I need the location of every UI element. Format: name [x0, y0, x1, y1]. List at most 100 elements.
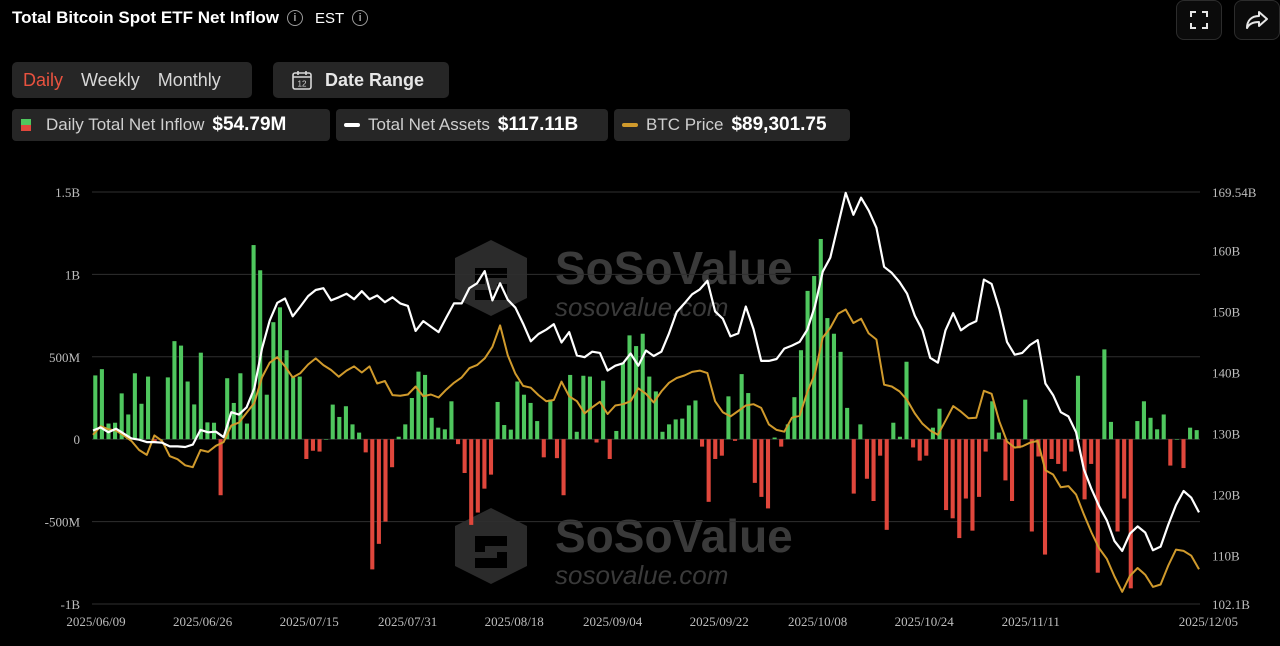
- inflow-bar: [528, 402, 533, 440]
- line-legend-marker-icon: [622, 123, 638, 127]
- inflow-bar: [1122, 439, 1127, 499]
- inflow-bar: [317, 439, 322, 452]
- y-tick-label: 1.5B: [55, 185, 80, 200]
- inflow-bar: [996, 432, 1001, 440]
- inflow-bar: [970, 439, 975, 531]
- inflow-bar: [640, 333, 645, 440]
- share-button[interactable]: [1234, 0, 1280, 40]
- line-legend-marker-icon: [344, 123, 360, 127]
- inflow-bar: [548, 399, 553, 440]
- y2-tick-label: 160B: [1212, 243, 1241, 258]
- y2-tick-label: 130B: [1212, 427, 1241, 442]
- y2-tick-label: 110B: [1212, 549, 1240, 564]
- inflow-bar: [469, 439, 474, 525]
- inflow-bar: [488, 439, 494, 475]
- inflow-bar: [871, 439, 876, 501]
- inflow-bar: [1168, 439, 1173, 466]
- inflow-bar: [779, 439, 784, 447]
- inflow-bar: [930, 427, 935, 440]
- inflow-bar: [963, 439, 968, 499]
- inflow-bar: [937, 408, 942, 440]
- tab-daily[interactable]: Daily: [23, 69, 64, 90]
- chart-title: Total Bitcoin Spot ETF Net Inflow: [12, 8, 279, 27]
- timezone-label: EST: [314, 9, 345, 27]
- inflow-bar: [119, 393, 124, 440]
- inflow-bar: [858, 424, 863, 440]
- inflow-bar: [508, 429, 513, 440]
- inflow-bar: [475, 439, 480, 513]
- x-tick-label: 2025/12/05: [1179, 614, 1238, 629]
- inflow-bar: [515, 381, 520, 440]
- inflow-bar: [132, 373, 137, 440]
- inflow-bar: [884, 439, 889, 530]
- inflow-bar: [449, 401, 454, 440]
- inflow-bar: [231, 402, 236, 440]
- inflow-bar: [818, 238, 823, 440]
- inflow-bar: [423, 374, 428, 440]
- watermark-url: sosovalue.com: [555, 560, 728, 590]
- inflow-bar: [482, 439, 487, 489]
- fullscreen-button[interactable]: [1176, 0, 1222, 40]
- inflow-bar: [686, 405, 691, 440]
- inflow-bar: [284, 350, 289, 440]
- inflow-bar: [924, 439, 929, 456]
- y2-tick-label: 150B: [1212, 304, 1241, 319]
- inflow-bar: [1161, 414, 1166, 440]
- calendar-icon: 12: [292, 71, 312, 90]
- inflow-bar: [1194, 430, 1199, 440]
- x-tick-label: 2025/07/31: [378, 614, 437, 629]
- x-tick-label: 2025/09/04: [583, 614, 643, 629]
- inflow-bar: [957, 439, 962, 539]
- info-icon[interactable]: i: [286, 10, 303, 26]
- inflow-bar: [660, 431, 665, 440]
- watermark-group: SoSoValuesosovalue.comSoSoValuesosovalue…: [455, 240, 793, 590]
- inflow-bar: [706, 439, 711, 502]
- inflow-bar: [198, 352, 203, 440]
- tab-monthly[interactable]: Monthly: [157, 69, 221, 90]
- inflow-bar: [178, 345, 184, 440]
- inflow-bar: [409, 398, 414, 440]
- date-range-button[interactable]: 12 Date Range: [273, 62, 449, 98]
- inflow-bar: [403, 424, 408, 440]
- inflow-bar: [521, 394, 527, 440]
- inflow-bar: [838, 351, 843, 440]
- legend-net-inflow[interactable]: Daily Total Net Inflow $54.79M: [12, 109, 330, 141]
- inflow-bar: [607, 439, 612, 459]
- inflow-bar: [594, 439, 599, 443]
- inflow-bar: [185, 381, 190, 440]
- inflow-bar: [324, 439, 329, 440]
- legend-total-net-assets[interactable]: Total Net Assets $117.11B: [336, 109, 608, 141]
- tab-weekly[interactable]: Weekly: [81, 69, 140, 90]
- inflow-bar: [627, 335, 632, 440]
- inflow-bar: [977, 439, 982, 497]
- timezone-info-icon[interactable]: i: [352, 10, 369, 26]
- inflow-bar: [647, 376, 652, 440]
- inflow-bar: [376, 439, 381, 544]
- inflow-bar: [218, 439, 223, 496]
- inflow-bar: [436, 427, 441, 440]
- watermark-hex-mark: [475, 268, 507, 300]
- inflow-bar: [693, 400, 698, 440]
- legend-btc-price[interactable]: BTC Price $89,301.75: [614, 109, 850, 141]
- legend-name: Daily Total Net Inflow: [46, 115, 205, 134]
- inflow-bar: [238, 373, 243, 440]
- y2-tick-label: 102.1B: [1212, 597, 1250, 612]
- inflow-bar: [812, 276, 817, 440]
- inflow-bar: [561, 439, 566, 496]
- watermark-logo-icon: [455, 240, 527, 316]
- inflow-bar: [1128, 439, 1133, 589]
- inflow-bar: [535, 421, 540, 440]
- inflow-bar: [337, 416, 342, 440]
- inflow-bar: [1188, 427, 1193, 440]
- legend-value: $89,301.75: [731, 114, 827, 135]
- y-tick-label: 1B: [65, 267, 81, 282]
- inflow-bar: [271, 322, 276, 440]
- y2-tick-label: 140B: [1212, 365, 1241, 380]
- inflow-bar: [891, 422, 896, 440]
- inflow-bar: [1016, 439, 1021, 449]
- inflow-bar: [205, 422, 210, 440]
- inflow-bar: [383, 439, 388, 522]
- legend-value: $54.79M: [212, 114, 287, 135]
- inflow-bar: [350, 424, 355, 440]
